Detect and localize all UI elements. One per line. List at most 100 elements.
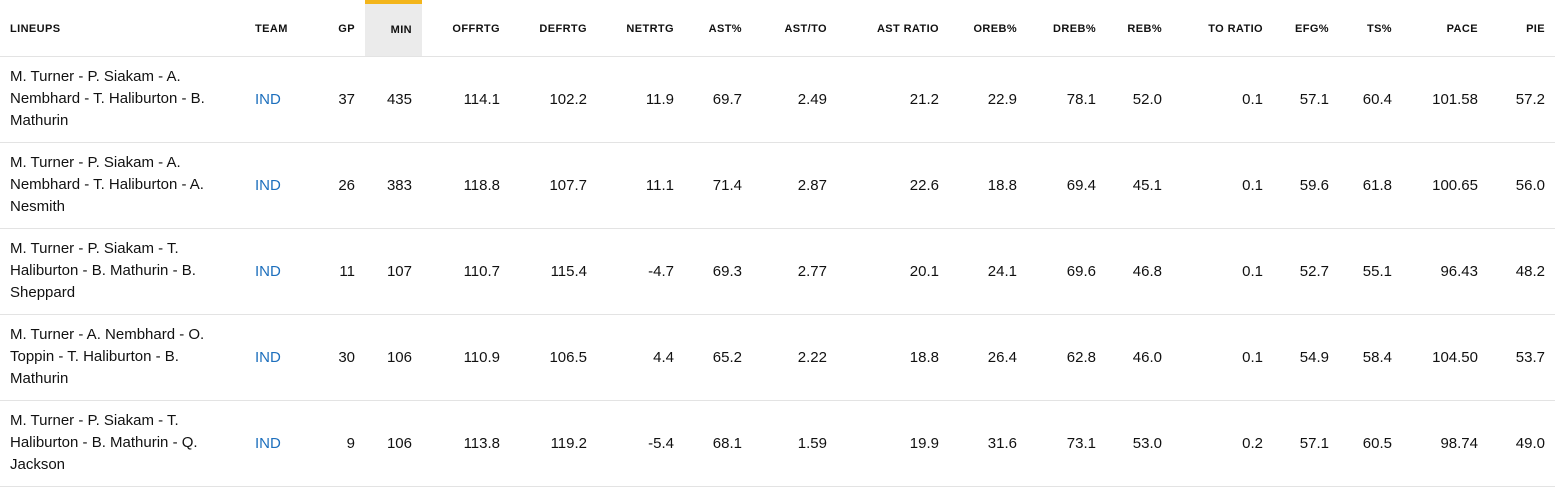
ast-to-cell: 2.77 — [752, 228, 837, 315]
column-header-team[interactable]: TEAM — [245, 2, 305, 57]
to-ratio-cell: 0.1 — [1172, 228, 1273, 315]
column-header-oreb-pct[interactable]: OREB% — [949, 2, 1027, 57]
min-cell: 106 — [365, 400, 422, 487]
efg-pct-cell: 57.1 — [1273, 56, 1339, 143]
team-cell: IND — [245, 314, 305, 401]
ast-ratio-cell: 21.2 — [837, 56, 949, 143]
pie-cell: 48.2 — [1488, 228, 1555, 315]
dreb-pct-cell: 62.8 — [1027, 314, 1106, 401]
lineup-text-line: Mathurin — [10, 112, 69, 129]
ast-to-cell: 2.49 — [752, 56, 837, 143]
defrtg-cell: 119.2 — [510, 400, 597, 487]
netrtg-cell: 11.1 — [597, 142, 684, 229]
oreb-pct-cell: 26.4 — [949, 314, 1027, 401]
pace-cell: 104.50 — [1402, 314, 1488, 401]
team-link[interactable]: IND — [255, 348, 281, 366]
ast-pct-cell: 71.4 — [684, 142, 752, 229]
reb-pct-cell: 45.1 — [1106, 142, 1172, 229]
team-link[interactable]: IND — [255, 90, 281, 108]
lineup-text-line: M. Turner - P. Siakam - A. — [10, 154, 181, 171]
min-cell: 107 — [365, 228, 422, 315]
lineup-text-line: M. Turner - P. Siakam - T. — [10, 240, 179, 257]
column-header-dreb-pct[interactable]: DREB% — [1027, 2, 1106, 57]
lineup-text-line: M. Turner - A. Nembhard - O. — [10, 326, 205, 343]
reb-pct-cell: 53.0 — [1106, 400, 1172, 487]
efg-pct-cell: 59.6 — [1273, 142, 1339, 229]
column-header-min-sorted[interactable]: MIN — [365, 0, 422, 57]
team-link[interactable]: IND — [255, 262, 281, 280]
ast-ratio-cell: 18.8 — [837, 314, 949, 401]
to-ratio-cell: 0.1 — [1172, 142, 1273, 229]
gp-cell: 11 — [305, 228, 365, 315]
to-ratio-cell: 0.1 — [1172, 314, 1273, 401]
pie-cell: 56.0 — [1488, 142, 1555, 229]
ts-pct-cell: 61.8 — [1339, 142, 1402, 229]
column-header-netrtg[interactable]: NETRTG — [597, 2, 684, 57]
ast-pct-cell: 68.1 — [684, 400, 752, 487]
to-ratio-cell: 0.2 — [1172, 400, 1273, 487]
offrtg-cell: 110.9 — [422, 314, 510, 401]
lineup-text-line: Mathurin — [10, 370, 69, 387]
defrtg-cell: 102.2 — [510, 56, 597, 143]
column-header-pace[interactable]: PACE — [1402, 2, 1488, 57]
column-header-reb-pct[interactable]: REB% — [1106, 2, 1172, 57]
column-header-ast-to[interactable]: AST/TO — [752, 2, 837, 57]
offrtg-cell: 110.7 — [422, 228, 510, 315]
defrtg-cell: 106.5 — [510, 314, 597, 401]
defrtg-cell: 107.7 — [510, 142, 597, 229]
column-header-offrtg[interactable]: OFFRTG — [422, 2, 510, 57]
to-ratio-cell: 0.1 — [1172, 56, 1273, 143]
ast-ratio-cell: 22.6 — [837, 142, 949, 229]
header-row: LINEUPS TEAM GP MIN OFFRTG DEFRTG NETRTG… — [0, 0, 1555, 57]
min-cell: 435 — [365, 56, 422, 143]
lineup-text-line: Nembhard - T. Haliburton - B. — [10, 90, 205, 107]
column-header-to-ratio[interactable]: TO RATIO — [1172, 2, 1273, 57]
column-header-ast-ratio[interactable]: AST RATIO — [837, 2, 949, 57]
table-row: M. Turner - P. Siakam - T. Haliburton - … — [0, 228, 1555, 315]
column-header-ast-pct[interactable]: AST% — [684, 2, 752, 57]
lineup-text-line: Toppin - T. Haliburton - B. — [10, 348, 179, 365]
dreb-pct-cell: 69.6 — [1027, 228, 1106, 315]
pace-cell: 96.43 — [1402, 228, 1488, 315]
team-link[interactable]: IND — [255, 176, 281, 194]
efg-pct-cell: 54.9 — [1273, 314, 1339, 401]
efg-pct-cell: 57.1 — [1273, 400, 1339, 487]
dreb-pct-cell: 73.1 — [1027, 400, 1106, 487]
netrtg-cell: -5.4 — [597, 400, 684, 487]
netrtg-cell: 11.9 — [597, 56, 684, 143]
oreb-pct-cell: 18.8 — [949, 142, 1027, 229]
team-link[interactable]: IND — [255, 434, 281, 452]
lineup-text-line: Sheppard — [10, 284, 76, 301]
column-header-lineups[interactable]: LINEUPS — [0, 2, 245, 57]
team-cell: IND — [245, 142, 305, 229]
lineup-text-line: M. Turner - P. Siakam - A. — [10, 68, 181, 85]
ast-pct-cell: 69.3 — [684, 228, 752, 315]
ast-ratio-cell: 20.1 — [837, 228, 949, 315]
dreb-pct-cell: 69.4 — [1027, 142, 1106, 229]
column-header-ts-pct[interactable]: TS% — [1339, 2, 1402, 57]
lineup-text-line: Haliburton - B. Mathurin - B. — [10, 262, 196, 279]
reb-pct-cell: 46.0 — [1106, 314, 1172, 401]
defrtg-cell: 115.4 — [510, 228, 597, 315]
pace-cell: 101.58 — [1402, 56, 1488, 143]
pie-cell: 53.7 — [1488, 314, 1555, 401]
reb-pct-cell: 46.8 — [1106, 228, 1172, 315]
column-header-pie[interactable]: PIE — [1488, 2, 1555, 57]
lineup-cell: M. Turner - A. Nembhard - O. Toppin - T.… — [0, 314, 245, 401]
lineup-cell: M. Turner - P. Siakam - T. Haliburton - … — [0, 228, 245, 315]
pace-cell: 98.74 — [1402, 400, 1488, 487]
column-header-defrtg[interactable]: DEFRTG — [510, 2, 597, 57]
dreb-pct-cell: 78.1 — [1027, 56, 1106, 143]
gp-cell: 9 — [305, 400, 365, 487]
efg-pct-cell: 52.7 — [1273, 228, 1339, 315]
ts-pct-cell: 55.1 — [1339, 228, 1402, 315]
table-row: M. Turner - P. Siakam - A. Nembhard - T.… — [0, 142, 1555, 229]
ast-ratio-cell: 19.9 — [837, 400, 949, 487]
column-header-efg-pct[interactable]: EFG% — [1273, 2, 1339, 57]
column-header-gp[interactable]: GP — [305, 2, 365, 57]
lineup-text-line: Nesmith — [10, 198, 66, 215]
team-cell: IND — [245, 56, 305, 143]
ast-to-cell: 2.87 — [752, 142, 837, 229]
ts-pct-cell: 60.5 — [1339, 400, 1402, 487]
